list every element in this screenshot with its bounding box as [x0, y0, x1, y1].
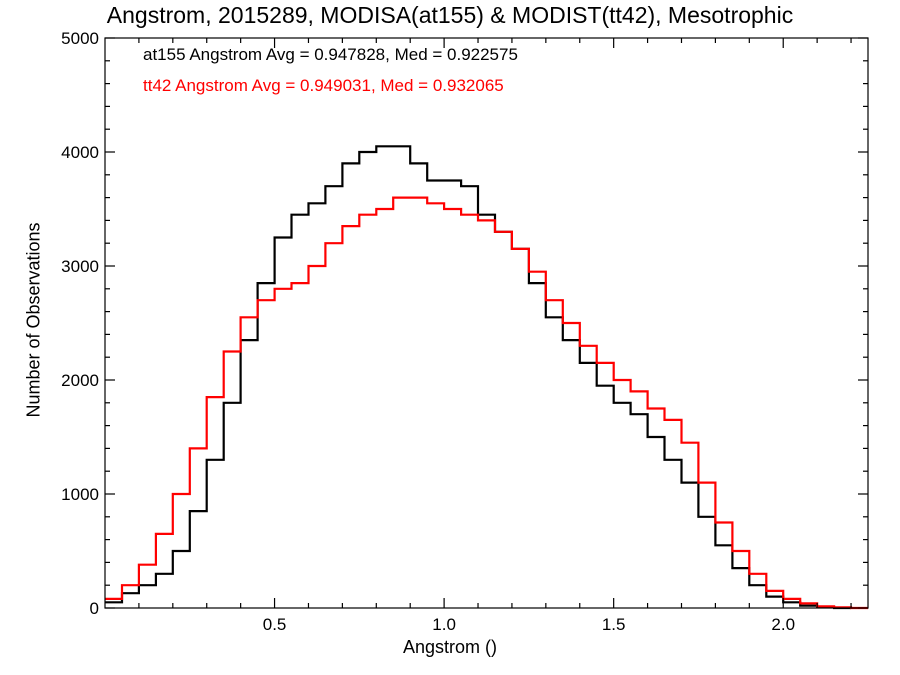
ticks-layer: 0.5 1.0 1.5 2.0 0 1000 2000 3000 4000 5000	[61, 29, 868, 634]
annotation-at155: at155 Angstrom Avg = 0.947828, Med = 0.9…	[143, 45, 518, 64]
y-tick-label: 0	[90, 599, 99, 618]
y-tick-label: 3000	[61, 257, 99, 276]
x-tick-label: 1.0	[432, 615, 456, 634]
y-tick-label: 1000	[61, 485, 99, 504]
x-axis-label: Angstrom ()	[402, 637, 498, 657]
y-tick-label: 2000	[61, 371, 99, 390]
annotation-tt42: tt42 Angstrom Avg = 0.949031, Med = 0.93…	[143, 76, 504, 95]
series-layer	[105, 145, 868, 610]
series-0-line	[105, 145, 851, 610]
x-tick-label: 2.0	[771, 615, 795, 634]
x-tick-label: 1.5	[602, 615, 626, 634]
series-1-line	[105, 196, 868, 610]
plot-frame	[104, 37, 869, 609]
y-tick-label: 4000	[61, 143, 99, 162]
y-axis-label: Number of Observations	[23, 222, 44, 418]
y-tick-label: 5000	[61, 29, 99, 48]
chart-title: Angstrom, 2015289, MODISA(at155) & MODIS…	[106, 2, 794, 28]
x-tick-label: 0.5	[263, 615, 287, 634]
